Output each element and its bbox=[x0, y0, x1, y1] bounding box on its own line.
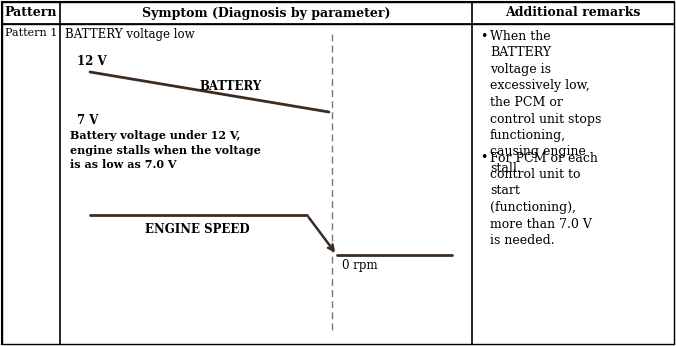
Text: 7 V: 7 V bbox=[77, 114, 99, 127]
Text: Pattern 1: Pattern 1 bbox=[5, 28, 57, 38]
Text: Battery voltage under 12 V,
engine stalls when the voltage
is as low as 7.0 V: Battery voltage under 12 V, engine stall… bbox=[70, 130, 261, 170]
Text: BATTERY: BATTERY bbox=[199, 80, 262, 93]
Text: BATTERY voltage low: BATTERY voltage low bbox=[65, 28, 195, 41]
Text: ENGINE SPEED: ENGINE SPEED bbox=[145, 223, 249, 236]
Text: •: • bbox=[480, 152, 487, 164]
Text: For PCM or each
control unit to
start
(functioning),
more than 7.0 V
is needed.: For PCM or each control unit to start (f… bbox=[490, 152, 598, 247]
Text: Additional remarks: Additional remarks bbox=[506, 7, 641, 19]
Text: 0 rpm: 0 rpm bbox=[342, 259, 377, 272]
Text: When the
BATTERY
voltage is
excessively low,
the PCM or
control unit stops
funct: When the BATTERY voltage is excessively … bbox=[490, 30, 602, 175]
Text: Pattern: Pattern bbox=[5, 7, 57, 19]
Text: Symptom (Diagnosis by parameter): Symptom (Diagnosis by parameter) bbox=[142, 7, 390, 19]
Text: •: • bbox=[480, 30, 487, 43]
Bar bbox=[2, 2, 674, 24]
Text: 12 V: 12 V bbox=[77, 55, 107, 68]
